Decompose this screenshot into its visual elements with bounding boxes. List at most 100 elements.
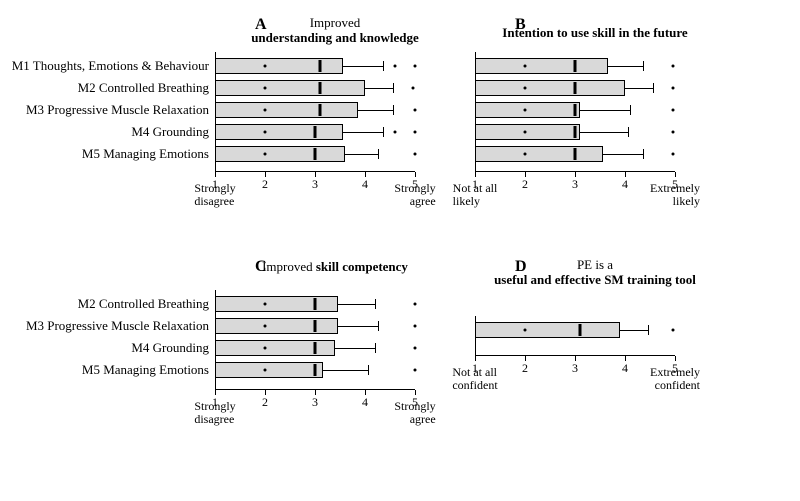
whisker-line: [625, 88, 653, 89]
x-tick-label: 2: [262, 395, 268, 410]
outlier-dot: [264, 109, 267, 112]
median-mark: [314, 342, 317, 354]
x-endpoint-right: Stronglyagree: [394, 400, 435, 426]
median-mark: [314, 148, 317, 160]
whisker-cap: [378, 321, 379, 331]
outlier-dot: [394, 131, 397, 134]
whisker-line: [343, 132, 383, 133]
row-label: M3 Progressive Muscle Relaxation: [26, 318, 215, 334]
row-label: M4 Grounding: [131, 340, 215, 356]
bar: [215, 102, 358, 118]
outlier-dot: [524, 109, 527, 112]
bar: [215, 296, 338, 312]
x-endpoint-right: Extremelylikely: [650, 182, 700, 208]
whisker-cap: [628, 127, 629, 137]
outlier-dot: [414, 131, 417, 134]
bar: [215, 58, 343, 74]
bar: [215, 318, 338, 334]
x-tick-label: 4: [622, 361, 628, 376]
median-mark: [574, 126, 577, 138]
x-tick-label: 4: [622, 177, 628, 192]
whisker-line: [345, 154, 378, 155]
median-mark: [314, 364, 317, 376]
median-mark: [319, 60, 322, 72]
bar: [475, 80, 625, 96]
outlier-dot: [524, 87, 527, 90]
whisker-line: [608, 66, 643, 67]
whisker-cap: [643, 149, 644, 159]
outlier-dot: [414, 369, 417, 372]
x-tick-label: 2: [262, 177, 268, 192]
whisker-cap: [393, 83, 394, 93]
bar: [475, 322, 620, 338]
median-mark: [314, 126, 317, 138]
x-endpoint-left: Not at allconfident: [452, 366, 497, 392]
outlier-dot: [411, 87, 414, 90]
median-mark: [574, 82, 577, 94]
whisker-line: [335, 348, 375, 349]
x-endpoint-right: Stronglyagree: [394, 182, 435, 208]
outlier-dot: [524, 65, 527, 68]
whisker-line: [338, 326, 378, 327]
whisker-line: [580, 110, 630, 111]
whisker-cap: [643, 61, 644, 71]
panel-title: PE is auseful and effective SM training …: [494, 258, 696, 288]
row-label: M4 Grounding: [131, 124, 215, 140]
plot-area: 12345StronglydisagreeStronglyagreeM2 Con…: [215, 290, 415, 390]
outlier-dot: [264, 369, 267, 372]
whisker-cap: [375, 343, 376, 353]
outlier-dot: [671, 87, 674, 90]
whisker-cap: [630, 105, 631, 115]
plot-area: 12345StronglydisagreeStronglyagreeM1 Tho…: [215, 52, 415, 172]
outlier-dot: [524, 329, 527, 332]
x-tick-label: 2: [522, 177, 528, 192]
bar: [475, 102, 580, 118]
median-mark: [314, 298, 317, 310]
whisker-cap: [375, 299, 376, 309]
outlier-dot: [264, 347, 267, 350]
whisker-line: [580, 132, 628, 133]
x-tick-label: 3: [572, 361, 578, 376]
median-mark: [579, 324, 582, 336]
outlier-dot: [414, 325, 417, 328]
whisker-line: [620, 330, 648, 331]
row-label: M3 Progressive Muscle Relaxation: [26, 102, 215, 118]
row-label: M5 Managing Emotions: [82, 146, 215, 162]
x-tick-label: 3: [572, 177, 578, 192]
whisker-cap: [378, 149, 379, 159]
x-endpoint-left: Stronglydisagree: [194, 182, 235, 208]
median-mark: [314, 320, 317, 332]
median-mark: [574, 148, 577, 160]
bar: [475, 58, 608, 74]
outlier-dot: [414, 347, 417, 350]
median-mark: [319, 104, 322, 116]
outlier-dot: [524, 131, 527, 134]
whisker-cap: [648, 325, 649, 335]
outlier-dot: [671, 153, 674, 156]
outlier-dot: [671, 109, 674, 112]
whisker-cap: [383, 61, 384, 71]
whisker-line: [603, 154, 643, 155]
outlier-dot: [394, 65, 397, 68]
outlier-dot: [264, 153, 267, 156]
whisker-cap: [393, 105, 394, 115]
whisker-line: [365, 88, 393, 89]
x-endpoint-left: Not at alllikely: [453, 182, 498, 208]
bar: [215, 362, 323, 378]
x-endpoint-left: Stronglydisagree: [194, 400, 235, 426]
whisker-cap: [653, 83, 654, 93]
panel-title: Intention to use skill in the future: [502, 26, 687, 41]
whisker-cap: [383, 127, 384, 137]
outlier-dot: [671, 329, 674, 332]
x-tick-label: 2: [522, 361, 528, 376]
outlier-dot: [671, 131, 674, 134]
whisker-cap: [368, 365, 369, 375]
whisker-line: [358, 110, 393, 111]
outlier-dot: [264, 131, 267, 134]
bar: [475, 146, 603, 162]
whisker-line: [343, 66, 383, 67]
x-tick-label: 4: [362, 395, 368, 410]
median-mark: [319, 82, 322, 94]
whisker-line: [323, 370, 368, 371]
plot-area: 12345Not at allconfidentExtremelyconfide…: [475, 316, 675, 356]
